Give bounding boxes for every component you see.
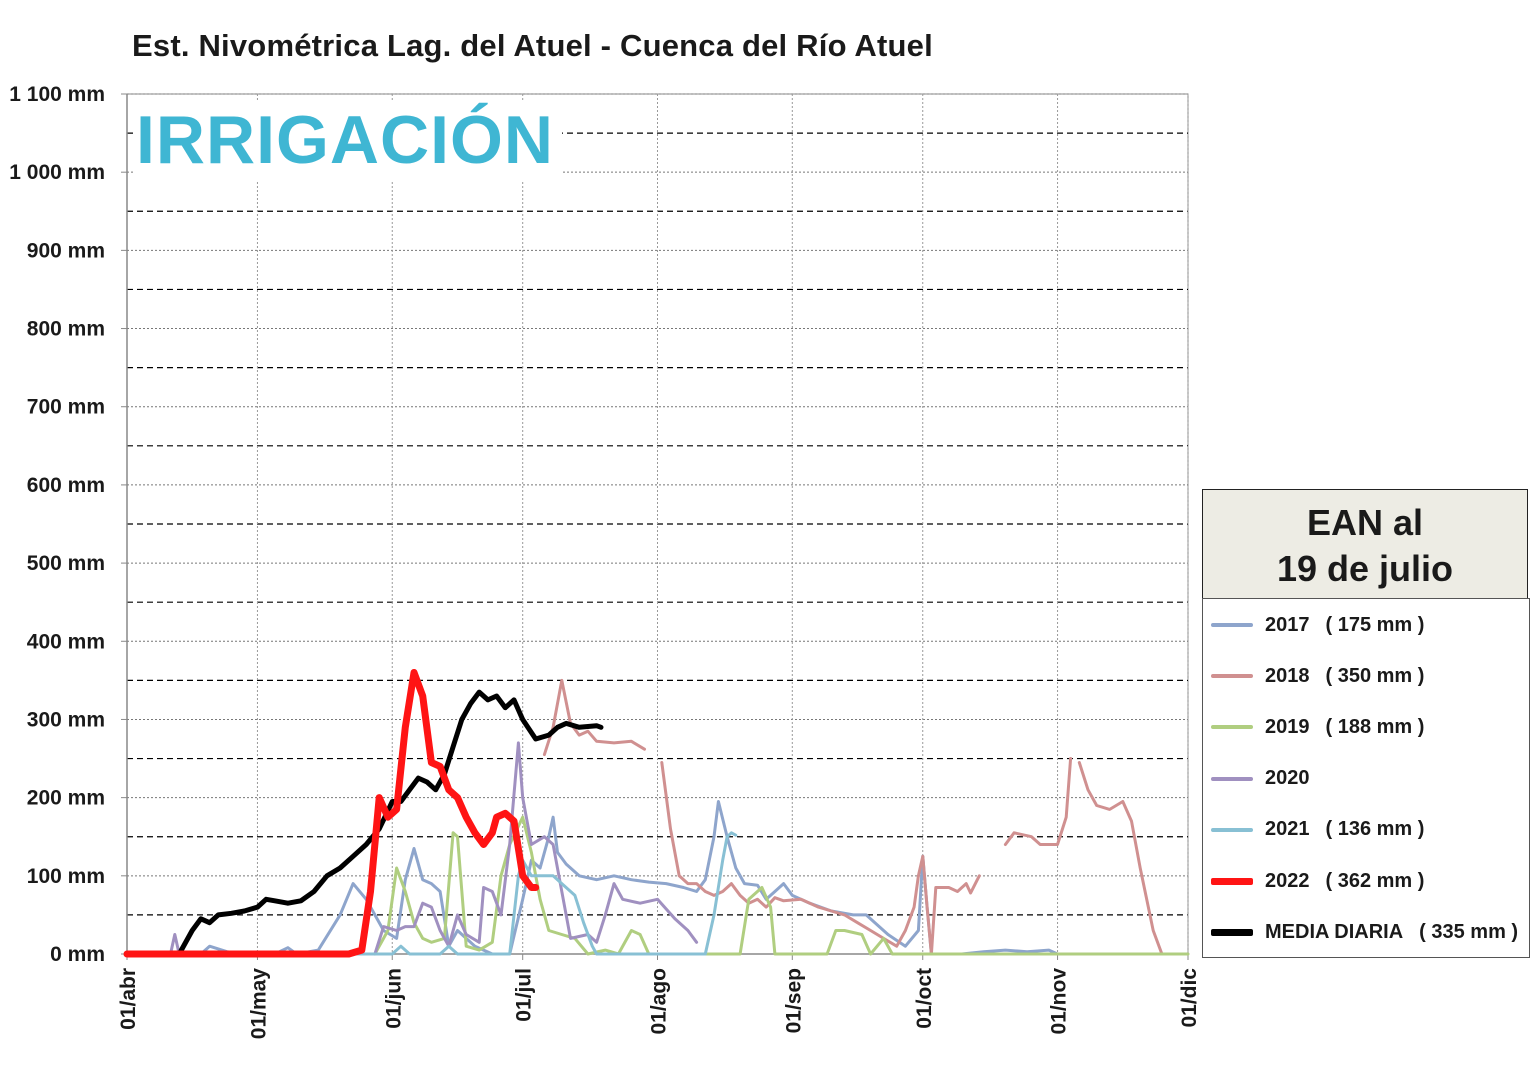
series-line-2018 <box>1003 757 1073 846</box>
legend-item: 2017 ( 175 mm ) <box>1211 610 1424 640</box>
legend-item: 2021 ( 136 mm ) <box>1211 815 1424 845</box>
y-tick-label: 800 mm <box>27 318 105 341</box>
irrigacion-logo: IRRIGACIÓN <box>134 100 562 180</box>
legend-label: 2020 <box>1265 767 1310 790</box>
series-line-2020 <box>169 741 699 956</box>
legend-swatch <box>1211 928 1253 936</box>
y-tick-label: 500 mm <box>27 552 105 575</box>
legend: 2017 ( 175 mm ) 2018 ( 350 mm ) 2019 ( 188 mm… <box>1202 598 1530 958</box>
series-line-2022 <box>123 669 540 958</box>
grid <box>126 93 1189 954</box>
legend-value: ( 136 mm ) <box>1325 818 1425 841</box>
legend-header-line1: EAN al <box>1306 502 1424 543</box>
legend-label: 2017 <box>1265 613 1310 636</box>
legend-value: ( 350 mm ) <box>1325 664 1425 687</box>
series-line-2018 <box>1077 761 1164 956</box>
legend-label: 2019 <box>1265 715 1310 738</box>
legend-value: ( 362 mm ) <box>1325 869 1425 892</box>
series-line-2018 <box>542 678 646 757</box>
legend-label: MEDIA DIARIA <box>1265 920 1404 943</box>
x-tick-label: 01/oct <box>913 968 936 1029</box>
x-tick-label: 01/jul <box>513 968 536 1022</box>
legend-item: 2018 ( 350 mm ) <box>1211 661 1424 691</box>
y-tick-label: 700 mm <box>27 396 105 419</box>
y-tick-label: 400 mm <box>27 630 105 653</box>
y-tick-label: 1 000 mm <box>9 161 105 184</box>
x-tick-label: 01/nov <box>1048 968 1071 1035</box>
x-tick-label: 01/dic <box>1178 968 1201 1028</box>
legend-swatch <box>1211 623 1253 627</box>
legend-value: ( 335 mm ) <box>1419 920 1519 943</box>
legend-item: MEDIA DIARIA ( 335 mm ) <box>1211 917 1518 947</box>
series-line-media-diaria <box>124 689 604 957</box>
y-tick-label: 600 mm <box>27 474 105 497</box>
series-line-2019 <box>373 815 1190 956</box>
legend-value: ( 175 mm ) <box>1325 613 1425 636</box>
series-line-2017 <box>125 800 1059 956</box>
x-tick-label: 01/jun <box>382 968 405 1029</box>
legend-item: 2020 <box>1211 764 1326 794</box>
y-tick-label: 200 mm <box>27 787 105 810</box>
series-line-2018 <box>660 761 981 956</box>
chart-title: Est. Nivométrica Lag. del Atuel - Cuenca… <box>132 28 933 63</box>
x-tick-label: 01/abr <box>117 968 140 1030</box>
x-tick-label: 01/may <box>247 968 270 1040</box>
x-tick-label: 01/ago <box>648 968 671 1035</box>
y-tick-label: 100 mm <box>27 865 105 888</box>
legend-label: 2018 <box>1265 664 1310 687</box>
legend-label: 2022 <box>1265 869 1310 892</box>
y-tick-label: 0 mm <box>50 943 105 966</box>
legend-label: 2021 <box>1265 818 1310 841</box>
legend-item: 2022 ( 362 mm ) <box>1211 866 1424 896</box>
series-line-2021 <box>125 831 738 956</box>
legend-swatch <box>1211 776 1253 781</box>
legend-header-line2: 19 de julio <box>1276 548 1454 589</box>
y-tick-label: 1 100 mm <box>9 83 105 106</box>
y-tick-label: 900 mm <box>27 239 105 262</box>
legend-swatch <box>1211 877 1253 885</box>
legend-swatch <box>1211 725 1253 730</box>
legend-header: EAN al 19 de julio <box>1202 489 1528 599</box>
series-lines <box>123 669 1190 958</box>
legend-item: 2019 ( 188 mm ) <box>1211 712 1424 742</box>
x-tick-label: 01/sep <box>782 968 805 1033</box>
y-tick-label: 300 mm <box>27 708 105 731</box>
legend-swatch <box>1211 674 1253 679</box>
legend-swatch <box>1211 827 1253 832</box>
legend-value: ( 188 mm ) <box>1325 715 1425 738</box>
